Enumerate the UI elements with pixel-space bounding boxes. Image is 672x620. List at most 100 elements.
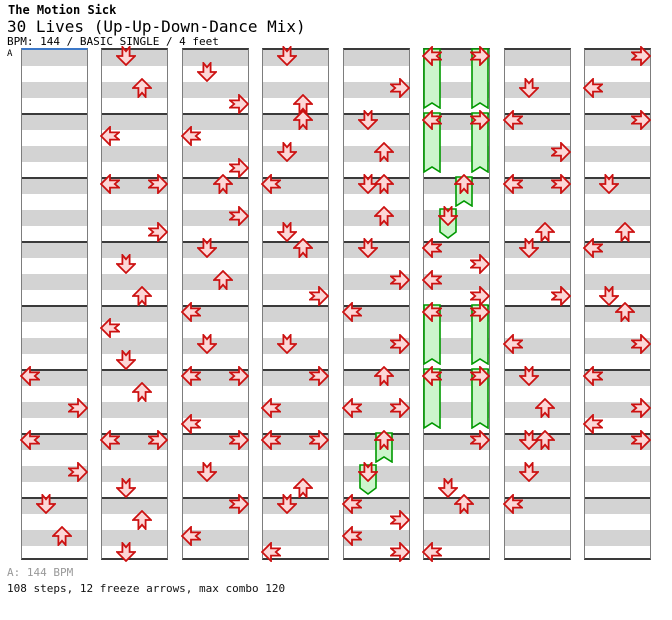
measure-line [263,433,328,435]
measure-line [102,113,167,115]
note-arrow-up-icon [132,286,152,306]
measure-line [344,241,409,243]
note-arrow-right-icon [309,366,329,386]
note-arrow-left-icon [342,494,362,514]
note-arrow-up-icon [454,494,474,514]
note-arrow-down-icon [519,78,539,98]
note-arrow-down-icon [197,334,217,354]
note-arrow-down-icon [277,334,297,354]
measure-line [585,497,650,499]
measure-panel [21,48,88,560]
note-arrow-down-icon [438,478,458,498]
freeze-tail-r [471,304,489,365]
note-arrow-right-icon [68,462,88,482]
note-arrow-right-icon [631,334,651,354]
note-arrow-left-icon [20,366,40,386]
measure-line [22,433,87,435]
note-arrow-down-icon [197,462,217,482]
measure-line [102,241,167,243]
note-arrow-up-icon [213,174,233,194]
note-arrow-right-icon [470,430,490,450]
note-arrow-left-icon [583,366,603,386]
section-bpm-text: A: 144 BPM [7,566,74,579]
note-arrow-right-icon [229,494,249,514]
measure-line [263,177,328,179]
measure-line [424,241,489,243]
note-arrow-right-icon [631,398,651,418]
note-arrow-down-icon [277,494,297,514]
measure-line [424,305,489,307]
note-arrow-down-icon [599,174,619,194]
measure-line [22,177,87,179]
freeze-arrow-left-icon [422,366,442,386]
note-arrow-left-icon [181,414,201,434]
note-arrow-up-icon [213,270,233,290]
song-title: 30 Lives (Up-Up-Down-Dance Mix) [7,17,306,36]
note-arrow-right-icon [229,206,249,226]
note-arrow-right-icon [470,254,490,274]
freeze-tail-r [471,368,489,429]
note-arrow-right-icon [309,430,329,450]
freeze-arrow-right-icon [470,110,490,130]
measure-line [263,113,328,115]
note-arrow-right-icon [229,158,249,178]
note-arrow-down-icon [116,254,136,274]
note-arrow-right-icon [68,398,88,418]
artist-name: The Motion Sick [8,3,117,17]
note-arrow-left-icon [422,238,442,258]
measure-line [424,369,489,371]
note-arrow-down-icon [116,46,136,66]
measure-line [424,497,489,499]
note-arrow-right-icon [390,510,410,530]
measure-line [585,113,650,115]
note-arrow-right-icon [390,542,410,562]
note-arrow-down-icon [197,62,217,82]
measure-line [344,497,409,499]
note-arrow-down-icon [277,222,297,242]
measure-line [344,113,409,115]
note-arrow-down-icon [116,542,136,562]
note-arrow-down-icon [277,46,297,66]
measure-line [183,369,248,371]
freeze-tail-l [423,48,441,109]
section-label: A [7,49,13,59]
measure-line [585,369,650,371]
note-arrow-left-icon [422,542,442,562]
freeze-tail-r [471,112,489,173]
note-arrow-right-icon [390,398,410,418]
note-arrow-right-icon [631,430,651,450]
note-arrow-down-icon [519,462,539,482]
measure-line [102,497,167,499]
note-arrow-left-icon [503,494,523,514]
measure-line [263,369,328,371]
note-arrow-down-icon [36,494,56,514]
note-arrow-left-icon [261,430,281,450]
note-arrow-up-icon [374,142,394,162]
note-arrow-left-icon [422,270,442,290]
note-arrow-right-icon [229,94,249,114]
measure-line [344,369,409,371]
measure-line [505,177,570,179]
note-arrow-left-icon [100,174,120,194]
measure-line [585,241,650,243]
freeze-arrow-down-icon [358,462,378,482]
freeze-arrow-left-icon [422,302,442,322]
note-arrow-right-icon [390,334,410,354]
measure-line [505,433,570,435]
note-arrow-right-icon [390,78,410,98]
note-arrow-left-icon [100,318,120,338]
note-arrow-up-icon [132,78,152,98]
measure-line [505,497,570,499]
note-arrow-right-icon [631,46,651,66]
note-arrow-left-icon [503,334,523,354]
note-arrow-left-icon [342,302,362,322]
measure-line [22,369,87,371]
chart-meta: BPM: 144 / BASIC SINGLE / 4 feet [7,35,219,48]
measure-line [102,369,167,371]
measure-line [183,177,248,179]
measure-line [263,241,328,243]
note-arrow-down-icon [116,478,136,498]
measure-line [505,305,570,307]
measure-line [102,177,167,179]
